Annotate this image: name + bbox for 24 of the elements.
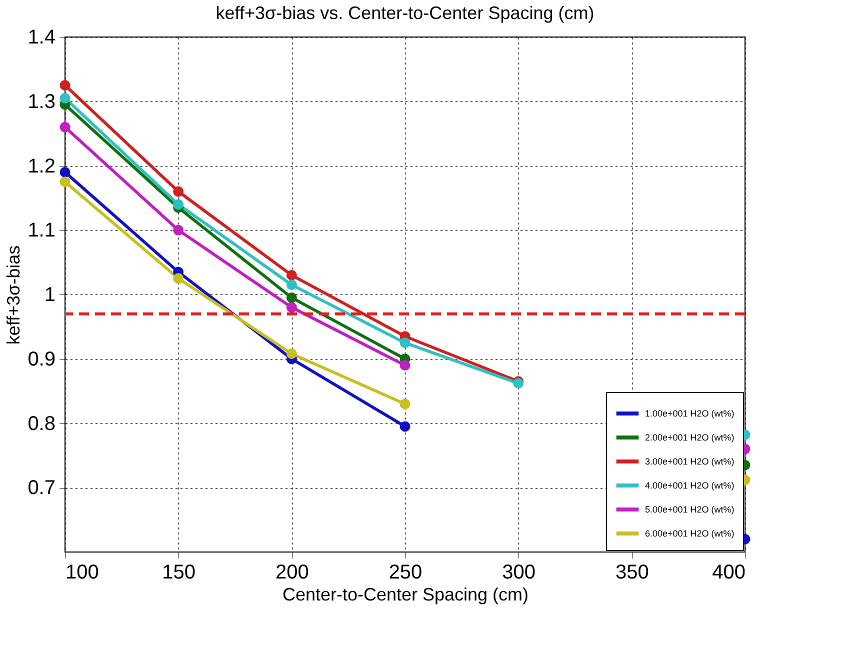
legend-label: 5.00e+001 H2O (wt%) [645, 504, 734, 514]
y-axis-title: keff+3σ-bias [4, 245, 24, 345]
x-tick-label: 300 [502, 562, 536, 584]
legend-label: 3.00e+001 H2O (wt%) [645, 456, 734, 466]
y-tick-label: 1.1 [28, 220, 56, 242]
y-tick-label: 1.2 [28, 155, 56, 178]
y-tick-label: 1 [44, 284, 56, 306]
legend-label: 2.00e+001 H2O (wt%) [645, 432, 734, 442]
legend-label: 4.00e+001 H2O (wt%) [645, 480, 734, 490]
legend-label: 6.00e+001 H2O (wt%) [645, 528, 734, 538]
y-tick-label: 0.8 [28, 412, 56, 435]
y-tick-label: 1.3 [28, 90, 56, 113]
legend-label: 1.00e+001 H2O (wt%) [645, 408, 734, 418]
x-tick-label: 400 [712, 562, 746, 584]
x-tick-label: 250 [388, 562, 422, 584]
y-tick-label: 0.9 [28, 348, 56, 370]
chart-title: keff+3σ-bias vs. Center-to-Center Spacing (cm) [216, 3, 594, 23]
y-tick-label: 1.4 [28, 26, 56, 48]
x-tick-label: 150 [162, 562, 196, 584]
x-axis-title: Center-to-Center Spacing (cm) [282, 584, 529, 604]
x-tick-label: 200 [275, 562, 309, 584]
x-tick-label: 350 [615, 562, 649, 584]
x-tick-label: 100 [66, 562, 99, 584]
y-tick-label: 0.7 [28, 477, 56, 500]
